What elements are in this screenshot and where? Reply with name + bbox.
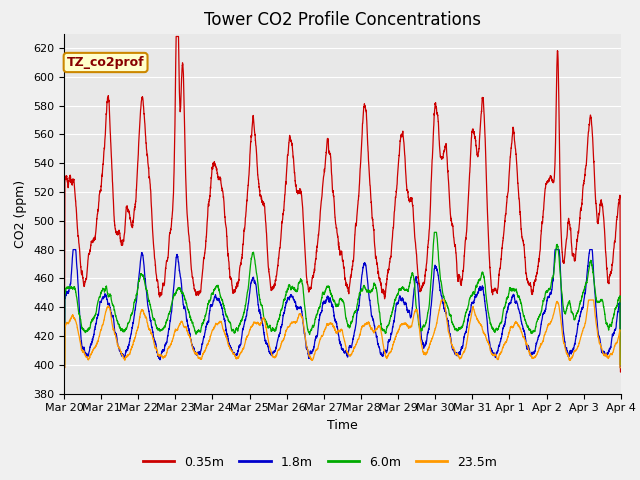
X-axis label: Time: Time — [327, 419, 358, 432]
Text: TZ_co2prof: TZ_co2prof — [67, 56, 145, 69]
Legend: 0.35m, 1.8m, 6.0m, 23.5m: 0.35m, 1.8m, 6.0m, 23.5m — [138, 451, 502, 474]
Y-axis label: CO2 (ppm): CO2 (ppm) — [15, 180, 28, 248]
Title: Tower CO2 Profile Concentrations: Tower CO2 Profile Concentrations — [204, 11, 481, 29]
